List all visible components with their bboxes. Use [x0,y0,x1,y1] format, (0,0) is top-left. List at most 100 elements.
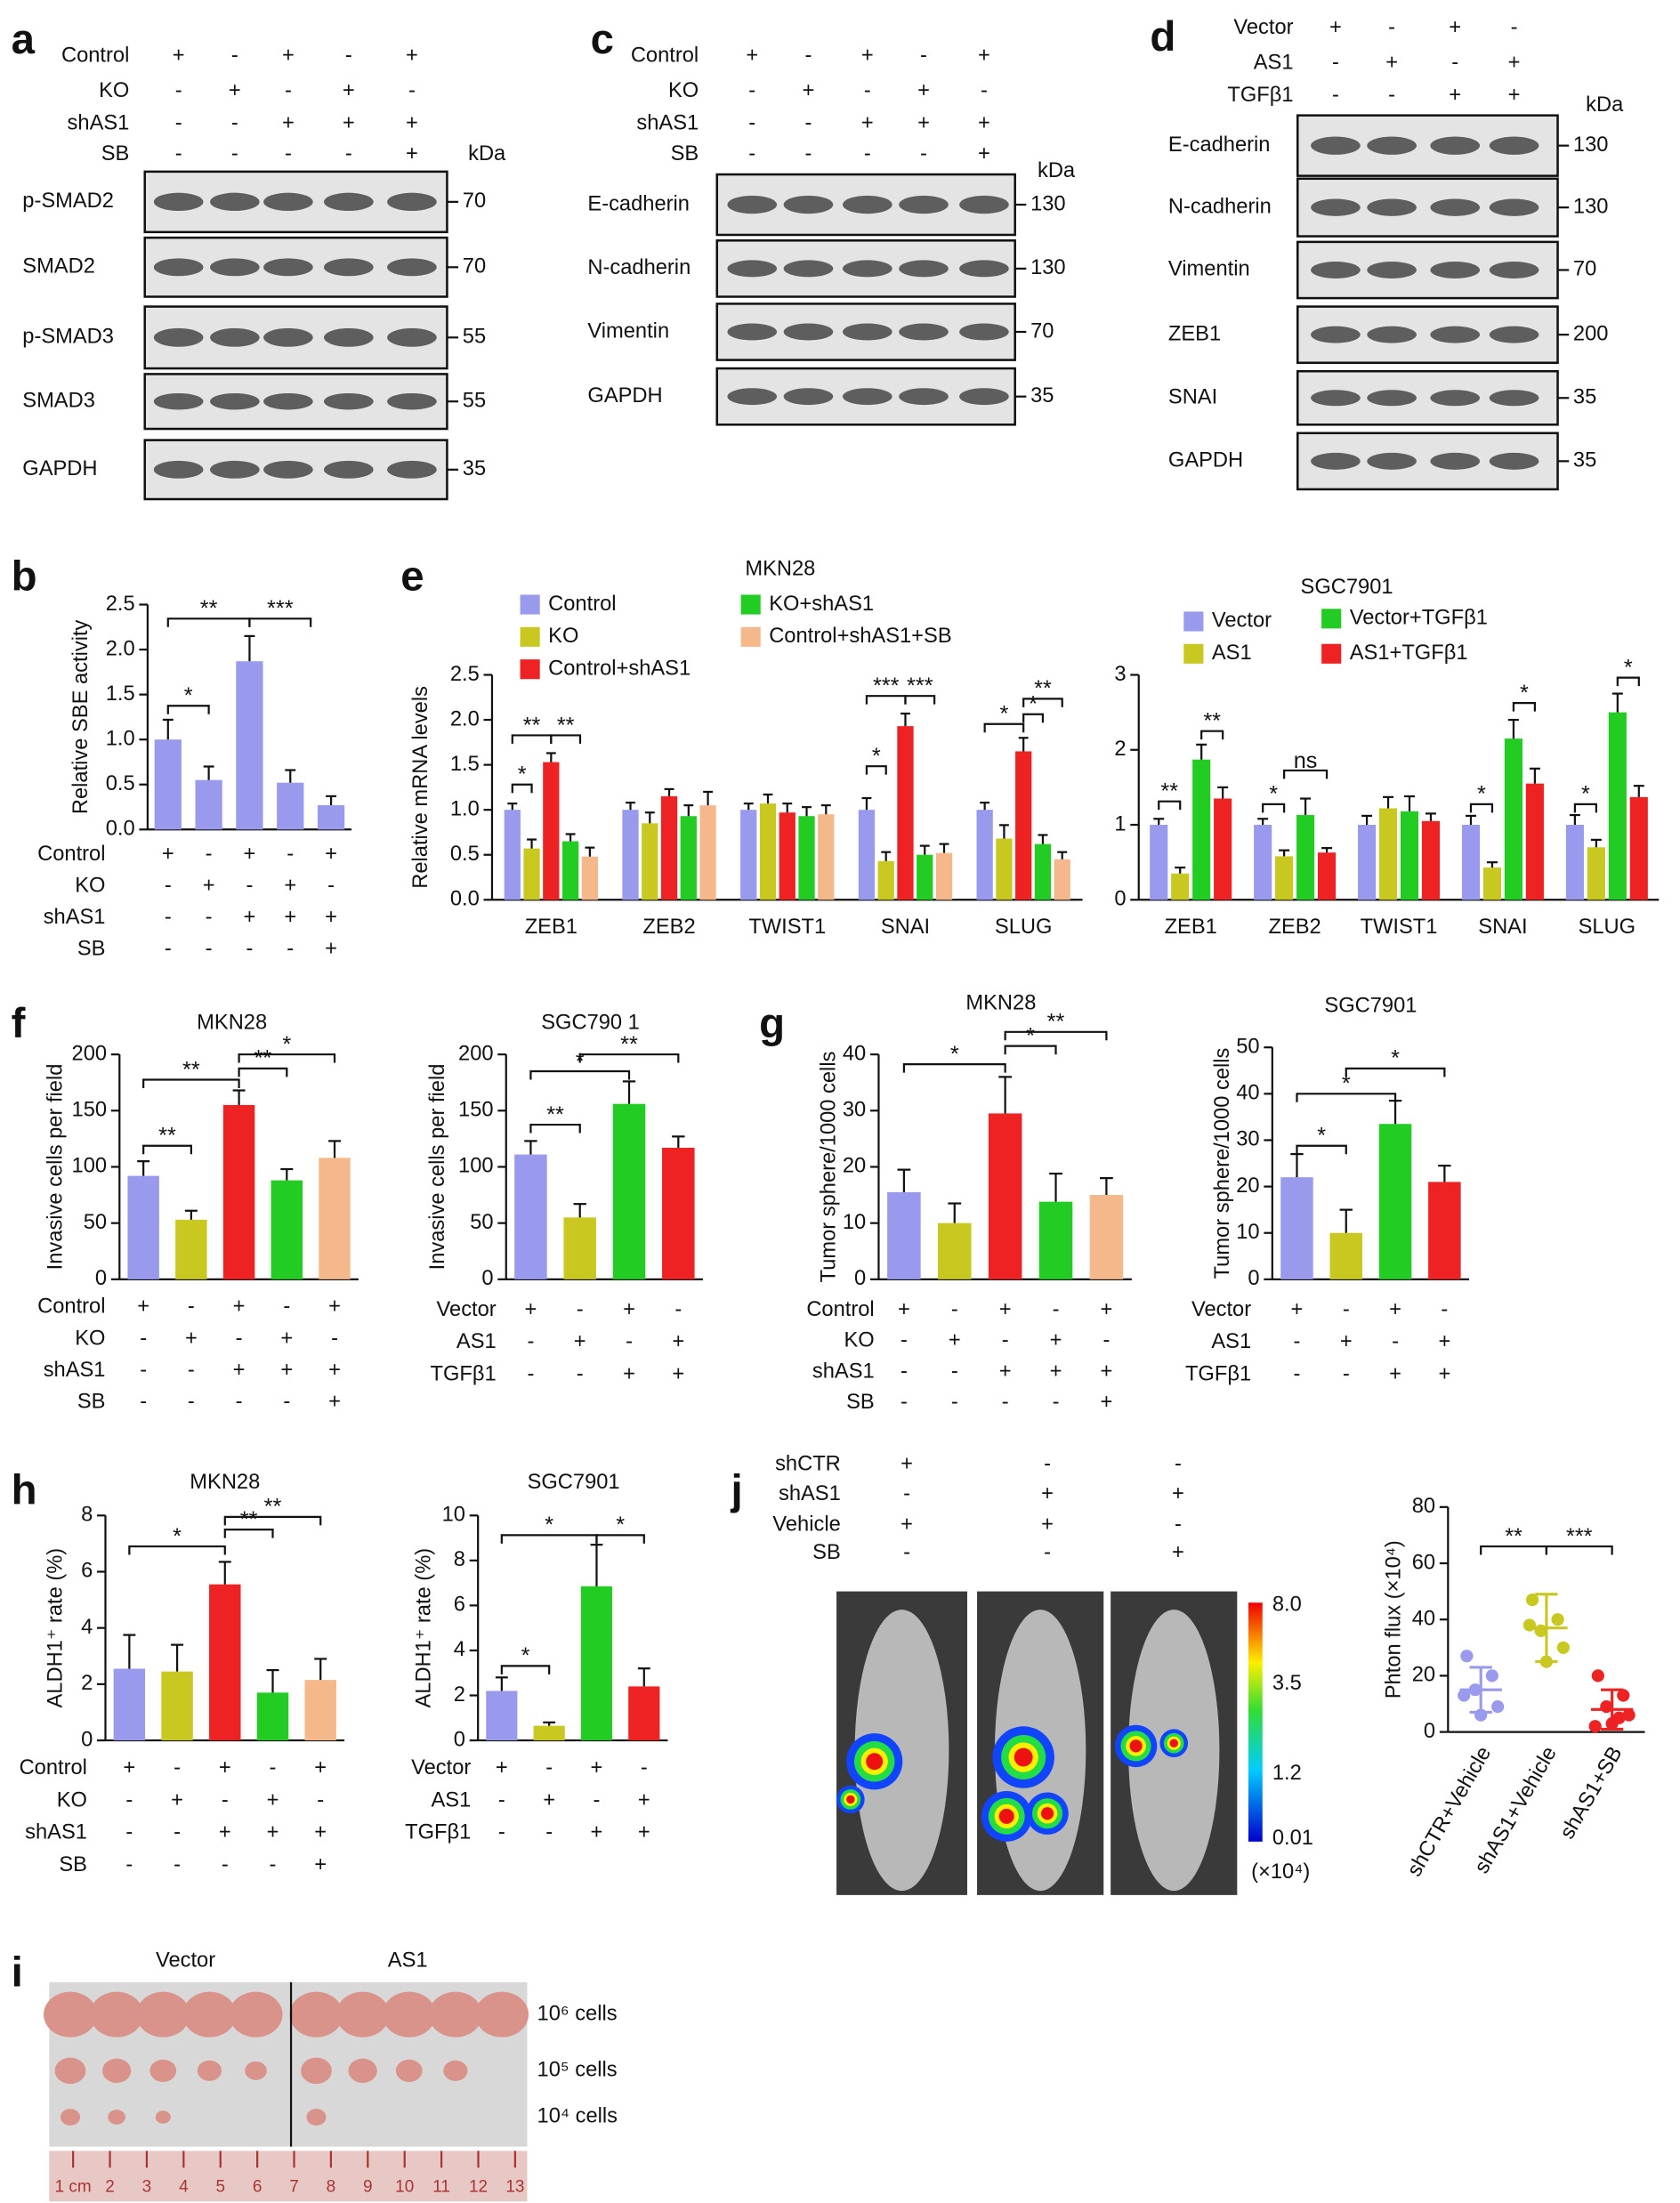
significance-label: ** [240,1507,258,1532]
y-tick-label: 4 [81,1616,93,1639]
bar [897,726,914,900]
bar [1378,1124,1412,1279]
condition-sign: + [1449,84,1461,107]
y-tick-label: 1 [1114,812,1126,835]
protein-label: SMAD3 [22,389,95,412]
ruler-label: 13 [505,2177,524,2196]
bar [236,661,263,830]
legend-label: Control+shAS1+SB [769,625,951,648]
blot-band [1367,198,1417,216]
condition-sign: - [206,843,213,866]
bar [319,1158,351,1279]
y-axis-label: ALDH1⁺ rate (%) [44,1548,67,1708]
condition-sign: - [527,1363,534,1386]
condition-sign: - [805,142,812,165]
significance-bracket [238,1067,288,1077]
marker-label: 35 [1573,449,1596,472]
condition-sign: + [524,1298,537,1321]
bar [580,1586,613,1741]
condition-sign: - [901,1329,908,1352]
blot-band [959,195,1009,214]
marker-label: 130 [1573,195,1609,218]
significance-bracket [902,1063,1006,1073]
condition-sign: - [175,142,182,165]
condition-sign: + [1041,1513,1054,1537]
condition-sign: + [1050,1329,1062,1352]
condition-sign: + [623,1298,635,1321]
group-label: Vector [156,1949,215,1972]
condition-sign: + [999,1298,1012,1321]
legend-label: Vector [1212,609,1272,633]
significance-label: ** [620,1032,638,1057]
blot-band [263,192,313,212]
blot-band [899,388,949,406]
significance-label: * [950,1042,959,1067]
condition-sign: - [283,1295,290,1319]
marker-label: 130 [1030,192,1066,215]
y-tick-label: 2 [454,1683,465,1707]
significance-label: * [616,1513,625,1537]
condition-sign: - [174,1821,181,1844]
bar [486,1691,518,1741]
condition-sign: + [328,1359,341,1382]
y-tick-label: 2.5 [106,593,135,616]
tumor [43,1991,98,2038]
protein-label: Vimentin [1168,258,1250,281]
x-tick-label: TWIST1 [1361,916,1438,939]
condition-sign: - [140,1359,147,1382]
tumor [182,1991,237,2038]
condition-sign: - [125,1821,133,1844]
blot-band [324,392,374,410]
colorbar [1248,1602,1263,1842]
bar [628,1686,660,1741]
condition-label: Vector [1233,16,1293,39]
unit-label: kDa [468,142,506,165]
condition-label: KO [668,79,699,102]
bar [662,1147,695,1279]
blot-band [1430,326,1481,343]
blot-band [1489,262,1539,278]
blot-band [1367,390,1417,407]
significance-bracket [1200,730,1224,740]
significance-label: ** [546,1102,564,1127]
condition-sign: + [137,1295,149,1319]
tumor [382,1991,436,2038]
blot-band [1311,136,1361,155]
protein-label: p-SMAD2 [22,190,114,213]
condition-sign: + [325,843,337,866]
condition-sign: + [1508,51,1521,74]
condition-sign: - [577,1298,584,1321]
bar [514,1154,547,1279]
y-tick-label: 50 [84,1211,107,1234]
y-tick-label: 40 [1412,1607,1435,1630]
blot-band [1430,262,1481,278]
tumor [348,2058,377,2084]
condition-sign: - [140,1390,147,1413]
condition-sign: - [920,142,927,165]
signal-blob [998,1808,1014,1824]
condition-sign: - [864,79,871,102]
condition-sign: - [1044,1541,1051,1564]
chart-title: MKN28 [745,557,815,580]
condition-sign: - [498,1788,505,1812]
data-point [1491,1700,1505,1714]
condition-sign: + [1438,1330,1450,1353]
condition-label: Vector [411,1756,471,1779]
bar [1038,1201,1073,1279]
y-tick-label: 30 [843,1099,866,1122]
significance-label: * [1317,1124,1326,1149]
bar [504,810,521,900]
tumor [245,2061,267,2080]
bar [1421,820,1441,900]
protein-label: Vimentin [587,319,669,343]
condition-sign: + [284,906,296,929]
tumor [90,1991,144,2038]
significance-bracket [983,722,1025,733]
y-tick-label: 30 [1236,1128,1259,1151]
chart-title: SGC7901 [1324,995,1417,1018]
condition-sign: - [206,938,213,961]
condition-sign: - [805,111,812,134]
bar [581,856,598,900]
condition-sign: - [408,79,416,102]
condition-sign: + [1050,1360,1062,1383]
